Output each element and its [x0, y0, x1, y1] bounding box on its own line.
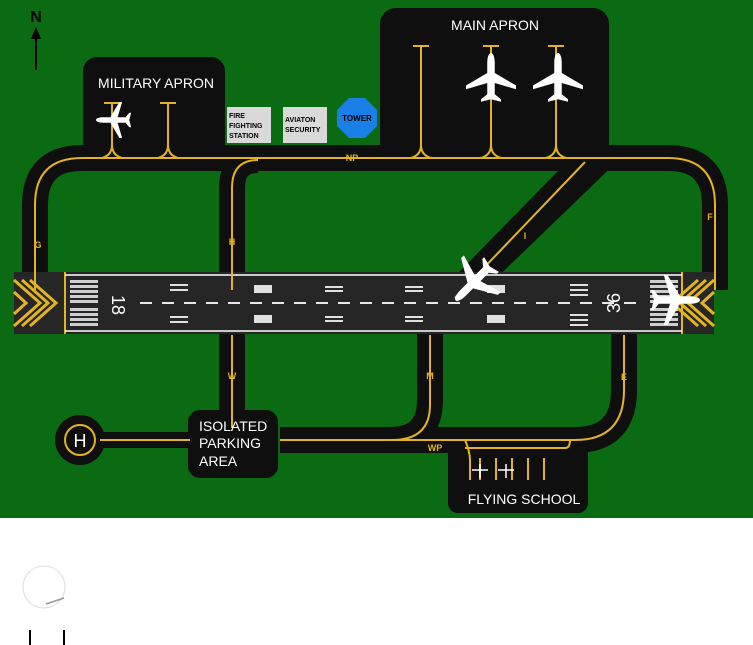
runway-edge-lines	[65, 274, 682, 332]
taxiway-label-m: M	[426, 371, 434, 381]
isolated-parking-label: ISOLATED PARKING AREA	[199, 418, 267, 469]
isolated-label-line2: PARKING	[199, 435, 261, 451]
taxiway-label-np: NP	[346, 153, 359, 163]
security-line2: SECURITY	[285, 127, 321, 134]
taxiway-label-w: W	[228, 371, 237, 381]
runway-designator-36: 36	[604, 293, 624, 313]
taxiway-label-h: H	[229, 237, 236, 247]
taxiway-label-f: F	[707, 212, 713, 222]
north-arrow-icon	[31, 27, 41, 70]
taxiway-label-wp: WP	[428, 443, 443, 453]
touchdown-marks	[170, 284, 588, 326]
flying-school-label: FLYING SCHOOL	[468, 491, 581, 507]
taxiway-label-i: I	[524, 231, 527, 241]
tower-building	[337, 98, 377, 138]
bottom-marks	[29, 630, 65, 645]
taxiway-label-e: E	[621, 372, 627, 382]
fire-station-line1: FIRE	[229, 113, 245, 120]
fire-station-line2: FIGHTING	[229, 123, 263, 130]
security-line1: AVIATON	[285, 117, 315, 124]
compass-icon	[22, 565, 66, 609]
small-aircraft-icon	[472, 464, 514, 478]
security-building	[283, 107, 327, 143]
main-apron-label: MAIN APRON	[451, 17, 539, 33]
runway-designator-18: 18	[108, 295, 128, 315]
north-label: N	[30, 9, 42, 26]
fire-station-line3: STATION	[229, 133, 259, 140]
fire-station-building	[227, 107, 271, 143]
military-apron-label: MILITARY APRON	[98, 75, 214, 91]
isolated-label-line3: AREA	[199, 453, 238, 469]
isolated-label-line1: ISOLATED	[199, 418, 267, 434]
taxiway-label-g: G	[34, 240, 41, 250]
helipad-icon: H	[74, 431, 87, 451]
tower-label: TOWER	[342, 114, 372, 123]
